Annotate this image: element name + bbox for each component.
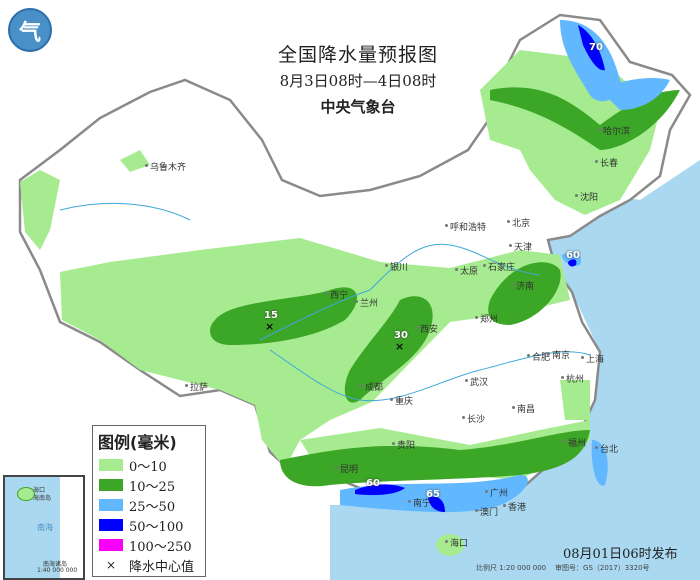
rain-25-50	[340, 20, 670, 513]
rain-center-value: 65	[426, 489, 440, 500]
map-number: 审图号：GS（2017）3320号	[555, 564, 650, 572]
city-label: 乌鲁木齐	[144, 160, 186, 173]
inset-label: 南海	[37, 523, 53, 532]
map-title: 全国降水量预报图	[277, 44, 438, 66]
city-label: 石家庄	[482, 260, 515, 273]
legend-label: 0～10	[129, 459, 167, 475]
rain-center-value: 30	[394, 330, 408, 341]
city-label: 哈尔滨	[597, 124, 630, 137]
city-label: 昆明	[334, 462, 358, 475]
inset-label: 1:40 000 000	[37, 567, 78, 574]
hainan-island	[17, 487, 35, 501]
legend-swatch	[99, 519, 123, 531]
city-label: 西宁	[324, 288, 348, 301]
legend-center-label: 降水中心值	[129, 559, 195, 575]
city-label: 银川	[384, 260, 408, 273]
legend-label: 10～25	[129, 479, 176, 495]
city-label: 成都	[359, 380, 383, 393]
city-label: 上海	[580, 352, 604, 365]
cma-logo: 气	[8, 8, 52, 52]
rain-center-value: 15	[264, 310, 278, 321]
city-label: 沈阳	[574, 190, 598, 203]
city-label: 香港	[502, 500, 526, 513]
city-label: 福州	[562, 436, 586, 449]
cross-icon: ×	[105, 558, 117, 572]
city-label: 南京	[546, 348, 570, 361]
inset-label: 海口	[33, 487, 46, 494]
city-label: 长沙	[461, 412, 485, 425]
city-label: 太原	[454, 264, 478, 277]
rain-50-100	[355, 25, 605, 512]
legend-item: 10～25	[99, 475, 205, 495]
legend-swatch	[99, 499, 123, 511]
city-label: 西安	[414, 322, 438, 335]
legend-swatch	[99, 539, 123, 551]
city-label: 南宁	[407, 496, 431, 509]
city-label: 济南	[510, 279, 534, 292]
city-label: 天津	[508, 240, 532, 253]
legend-label: 100～250	[129, 539, 192, 555]
cross-icon: ×	[265, 320, 275, 333]
legend-item: 100～250	[99, 535, 205, 555]
agency: 中央气象台	[320, 98, 396, 116]
sea	[330, 160, 700, 580]
legend-label: 25～50	[129, 499, 176, 515]
legend-item-center: × 降水中心值	[99, 555, 205, 575]
city-label: 郑州	[474, 312, 498, 325]
legend-swatch	[99, 459, 123, 471]
legend-swatch	[99, 479, 123, 491]
legend-title: 图例(毫米)	[98, 433, 177, 452]
scale-label: 比例尺 1:20 000 000	[476, 564, 547, 572]
rain-center-value: 60	[366, 478, 380, 489]
legend-item: 50～100	[99, 515, 205, 535]
legend-item: 0～10	[99, 455, 205, 475]
forecast-period: 8月3日08时—4日08时	[279, 72, 437, 90]
issue-time: 08月01日06时发布	[563, 547, 678, 562]
rain-center-value: 70	[589, 42, 603, 53]
rain-center-value: 60	[566, 250, 580, 261]
city-label: 长春	[594, 156, 618, 169]
cross-icon: ×	[395, 340, 405, 353]
city-label: 南昌	[511, 402, 535, 415]
city-label: 武汉	[464, 375, 488, 388]
inset-label: 南海诸岛	[43, 561, 68, 568]
scale-info: 比例尺 1:20 000 000 审图号：GS（2017）3320号	[476, 563, 650, 573]
rain-10-25	[210, 87, 680, 487]
city-label: 兰州	[354, 296, 378, 309]
rivers	[59, 202, 591, 402]
city-label: 拉萨	[184, 380, 208, 393]
city-label: 贵阳	[391, 438, 415, 451]
south-china-sea-inset: 海口 海南岛 南海 南海诸岛 1:40 000 000	[3, 475, 85, 580]
city-label: 北京	[506, 216, 530, 229]
city-label: 杭州	[560, 372, 584, 385]
city-label: 广州	[484, 486, 508, 499]
city-label: 澳门	[474, 505, 498, 518]
city-label: 海口	[444, 536, 468, 549]
legend-item: 25～50	[99, 495, 205, 515]
inset-label: 海南岛	[33, 495, 52, 502]
city-label: 台北	[594, 442, 618, 455]
city-label: 重庆	[389, 394, 413, 407]
legend-label: 50～100	[129, 519, 184, 535]
inset-land	[60, 477, 83, 578]
city-label: 合肥	[526, 350, 550, 363]
city-label: 呼和浩特	[444, 220, 486, 233]
legend: 图例(毫米) 0～10 10～25 25～50 50～100 100～250 × 降水中…	[92, 425, 206, 577]
